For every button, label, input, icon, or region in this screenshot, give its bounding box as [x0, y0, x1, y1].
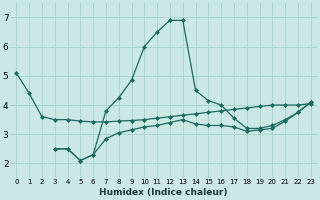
X-axis label: Humidex (Indice chaleur): Humidex (Indice chaleur): [99, 188, 228, 197]
